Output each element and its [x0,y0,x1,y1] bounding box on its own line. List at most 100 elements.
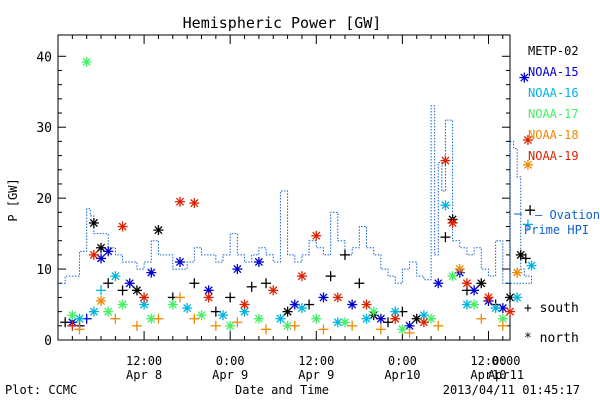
marker-stroke [204,293,213,302]
marker-stroke [419,318,428,327]
marker-stroke [254,314,263,323]
marker-stroke [104,247,113,256]
north-marker [189,198,200,209]
north-marker [512,267,523,278]
x-tick-label-time: 12:00 [298,354,334,368]
footer-left: Plot: CCMC [5,383,77,397]
marker-stroke [333,293,342,302]
legend-series-label: NOAA-16 [528,86,579,100]
marker-stroke [498,304,507,313]
x-axis-label: Date and Time [235,383,329,397]
x-tick-label-date: Apr 8 [126,368,162,382]
north-marker [203,292,214,303]
south-marker [225,292,236,303]
north-marker [124,278,135,289]
marker-stroke [147,314,156,323]
north-marker [397,324,408,335]
marker-stroke [175,257,185,267]
marker-stroke [218,311,228,320]
south-marker [210,306,221,317]
marker-stroke [462,279,472,288]
north-marker [296,271,307,282]
south-marker [476,313,487,324]
marker-stroke [240,300,249,309]
marker-stroke [111,272,120,281]
y-axis-ticks: 0 10 20 30 40 [36,50,510,349]
marker-stroke [516,250,525,259]
north-marker [522,159,533,170]
ovation-line [58,105,533,284]
north-marker [167,299,178,310]
north-marker [232,264,243,275]
north-marker [311,313,322,324]
north-marker [268,285,279,296]
marker-stroke [362,314,371,323]
legend-series-label: METP-02 [528,44,579,58]
north-marker [103,306,114,317]
north-marker [103,246,114,257]
x-tick-label-date: Apr10 [470,368,506,382]
south-marker [325,271,336,282]
marker-stroke [340,318,350,327]
marker-stroke [513,293,522,302]
south-marker [383,317,394,328]
marker-stroke [527,261,536,270]
marker-stroke [283,321,292,330]
north-marker [117,299,128,310]
marker-stroke [455,265,464,274]
legend-series-label: NOAA-17 [528,107,579,121]
footer-right: 2013/04/11 01:45:17 [443,383,580,397]
marker-stroke [276,314,285,323]
north-marker [146,267,157,278]
north-marker [375,313,386,324]
marker-stroke [96,296,106,306]
north-marker [497,313,508,324]
north-marker [153,225,164,236]
north-marker [275,313,286,324]
marker-stroke [448,272,457,281]
marker-stroke [283,307,292,316]
north-marker [339,317,350,328]
south-marker [232,317,243,328]
legend-series-label: NOAA-18 [528,128,579,142]
x-tick-label-date: Apr10 [384,368,420,382]
marker-stroke [523,160,532,169]
north-marker [239,299,250,310]
marker-stroke [391,307,400,316]
south-marker [174,292,185,303]
y-axis-label: P [GW] [6,178,20,221]
y-tick-label: 10 [36,263,52,278]
marker-stroke [470,300,479,309]
north-marker [117,221,128,232]
south-marker [440,232,451,243]
marker-stroke [391,314,400,323]
north-marker [282,306,293,317]
south-marker [318,324,329,335]
legend-ovation-label-1: – Ovation [535,208,600,222]
north-marker [440,155,451,166]
marker-stroke [520,73,529,82]
south-marker [497,320,508,331]
south-marker [246,281,257,292]
north-marker [505,306,515,317]
marker-stroke [297,272,306,281]
north-marker [454,264,465,275]
north-marker [218,310,229,321]
north-marker [239,306,250,317]
north-marker [96,253,107,264]
marker-stroke [118,300,127,309]
north-marker [426,313,437,324]
north-marker [139,299,150,310]
marker-stroke [441,201,450,210]
north-marker [469,285,480,296]
marker-stroke [412,314,421,323]
marker-stroke [491,304,500,313]
chart-title: Hemispheric Power [GW] [183,14,382,32]
south-marker [433,320,444,331]
marker-stroke [154,225,163,235]
north-marker [96,242,107,253]
legend-ovation-label-2: Prime HPI [524,223,589,237]
marker-stroke [312,314,321,323]
marker-stroke [140,300,149,309]
